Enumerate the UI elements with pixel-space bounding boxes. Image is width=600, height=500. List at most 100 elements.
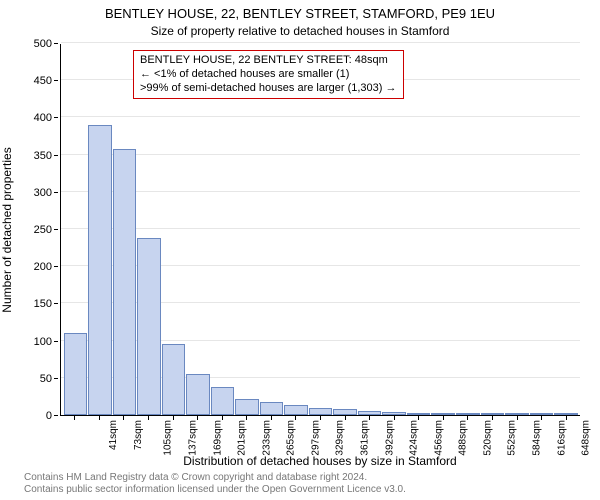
- x-tick-mark: [148, 416, 149, 420]
- bars-group: [61, 44, 580, 415]
- chart-title-main: BENTLEY HOUSE, 22, BENTLEY STREET, STAMF…: [0, 6, 600, 21]
- histogram-bar: [554, 413, 578, 415]
- x-tick-label: 73sqm: [133, 420, 144, 450]
- y-tick-label: 500: [34, 38, 52, 50]
- x-tick-label: 552sqm: [507, 420, 518, 456]
- y-tick-label: 50: [40, 373, 52, 385]
- x-tick-mark: [295, 416, 296, 420]
- x-tick-mark: [345, 416, 346, 420]
- x-tick-label: 329sqm: [335, 420, 346, 456]
- histogram-bar: [333, 409, 357, 415]
- annotation-line-2: ← <1% of detached houses are smaller (1): [140, 68, 397, 82]
- histogram-bar: [309, 408, 333, 415]
- y-tick-mark: [54, 266, 58, 267]
- x-tick-mark: [541, 416, 542, 420]
- y-tick-mark: [54, 415, 58, 416]
- y-tick-mark: [54, 155, 58, 156]
- x-tick-label: 520sqm: [482, 420, 493, 456]
- x-tick-mark: [517, 416, 518, 420]
- y-tick-mark: [54, 192, 58, 193]
- x-tick-label: 488sqm: [458, 420, 469, 456]
- histogram-bar: [382, 412, 406, 415]
- y-tick-mark: [54, 378, 58, 379]
- y-tick-mark: [54, 117, 58, 118]
- footer-attribution: Contains HM Land Registry data © Crown c…: [24, 472, 406, 496]
- x-tick-mark: [173, 416, 174, 420]
- x-tick-label: 169sqm: [212, 420, 223, 456]
- x-tick-mark: [320, 416, 321, 420]
- y-tick-mark: [54, 341, 58, 342]
- histogram-bar: [186, 374, 210, 415]
- footer-line-1: Contains HM Land Registry data © Crown c…: [24, 472, 406, 484]
- footer-line-2: Contains public sector information licen…: [24, 484, 406, 496]
- annotation-box: BENTLEY HOUSE, 22 BENTLEY STREET: 48sqm …: [133, 50, 404, 99]
- y-tick-label: 150: [34, 298, 52, 310]
- histogram-bar: [530, 413, 554, 415]
- y-tick-label: 200: [34, 261, 52, 273]
- histogram-bar: [260, 402, 284, 415]
- x-tick-label: 424sqm: [409, 420, 420, 456]
- x-tick-label: 137sqm: [188, 420, 199, 456]
- x-tick-mark: [222, 416, 223, 420]
- annotation-line-3: >99% of semi-detached houses are larger …: [140, 82, 397, 96]
- x-tick-mark: [566, 416, 567, 420]
- histogram-bar: [407, 413, 431, 415]
- histogram-bar: [481, 413, 505, 415]
- x-tick-mark: [246, 416, 247, 420]
- x-tick-label: 648sqm: [581, 420, 592, 456]
- x-tick-mark: [418, 416, 419, 420]
- x-tick-label: 41sqm: [108, 420, 119, 450]
- y-tick-label: 350: [34, 150, 52, 162]
- y-tick-label: 250: [34, 224, 52, 236]
- x-tick-label: 233sqm: [261, 420, 272, 456]
- y-tick-label: 100: [34, 336, 52, 348]
- histogram-bar: [211, 387, 235, 415]
- y-tick-mark: [54, 80, 58, 81]
- x-tick-label: 265sqm: [286, 420, 297, 456]
- x-tick-label: 361sqm: [360, 420, 371, 456]
- y-tick-mark: [54, 229, 58, 230]
- x-tick-mark: [123, 416, 124, 420]
- x-tick-label: 584sqm: [532, 420, 543, 456]
- y-tick-label: 400: [34, 112, 52, 124]
- histogram-bar: [456, 413, 480, 415]
- x-tick-mark: [369, 416, 370, 420]
- x-tick-label: 297sqm: [310, 420, 321, 456]
- grid-line: [61, 42, 580, 43]
- histogram-bar: [64, 333, 88, 415]
- y-axis-ticks: 050100150200250300350400450500: [0, 44, 58, 416]
- y-tick-mark: [54, 303, 58, 304]
- histogram-bar: [358, 411, 382, 415]
- y-tick-label: 0: [46, 410, 52, 422]
- x-tick-label: 201sqm: [237, 420, 248, 456]
- chart-title-sub: Size of property relative to detached ho…: [0, 24, 600, 38]
- x-tick-mark: [271, 416, 272, 420]
- histogram-bar: [113, 149, 137, 415]
- x-tick-mark: [492, 416, 493, 420]
- annotation-line-1: BENTLEY HOUSE, 22 BENTLEY STREET: 48sqm: [140, 54, 397, 68]
- x-tick-label: 105sqm: [163, 420, 174, 456]
- x-axis-ticks: 41sqm 73sqm 105sqm 137sqm 169sqm 201sqm 233sqm…: [60, 416, 580, 456]
- x-tick-label: 392sqm: [384, 420, 395, 456]
- y-tick-label: 450: [34, 75, 52, 87]
- x-tick-mark: [197, 416, 198, 420]
- histogram-bar: [88, 125, 112, 415]
- x-tick-mark: [74, 416, 75, 420]
- x-tick-mark: [443, 416, 444, 420]
- x-tick-mark: [467, 416, 468, 420]
- histogram-bar: [162, 344, 186, 415]
- plot-area: BENTLEY HOUSE, 22 BENTLEY STREET: 48sqm …: [60, 44, 580, 416]
- x-tick-mark: [394, 416, 395, 420]
- chart-container: BENTLEY HOUSE, 22, BENTLEY STREET, STAMF…: [0, 0, 600, 500]
- x-axis-label: Distribution of detached houses by size …: [60, 454, 580, 468]
- histogram-bar: [137, 238, 161, 415]
- histogram-bar: [505, 413, 529, 415]
- y-tick-mark: [54, 43, 58, 44]
- histogram-bar: [284, 405, 308, 415]
- histogram-bar: [235, 399, 259, 415]
- y-tick-label: 300: [34, 187, 52, 199]
- x-tick-label: 616sqm: [556, 420, 567, 456]
- x-tick-label: 456sqm: [433, 420, 444, 456]
- histogram-bar: [431, 413, 455, 415]
- x-tick-mark: [99, 416, 100, 420]
